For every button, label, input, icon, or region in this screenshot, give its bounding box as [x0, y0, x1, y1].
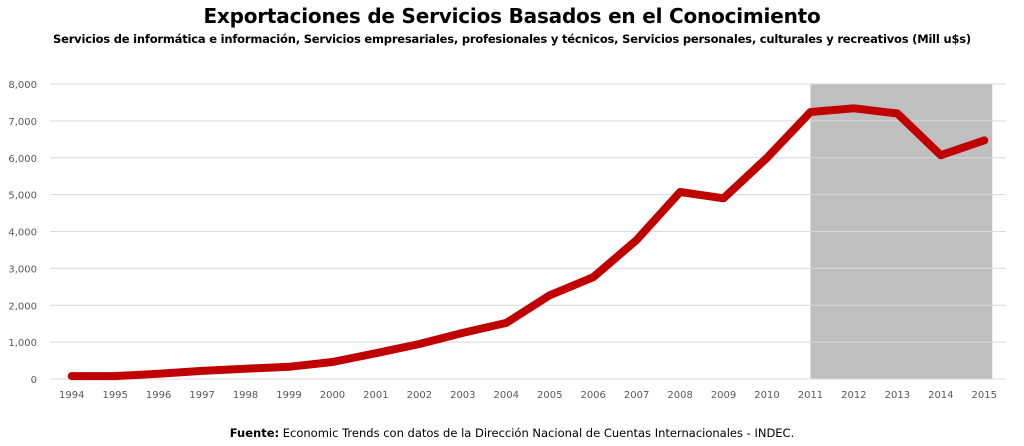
x-tick-label: 1997	[189, 390, 214, 401]
x-tick-label: 2009	[711, 390, 736, 401]
x-tick-label: 2011	[798, 390, 823, 401]
x-tick-label: 2007	[624, 390, 649, 401]
y-tick-label: 7,000	[8, 117, 37, 128]
x-tick-label: 1999	[276, 390, 301, 401]
x-tick-label: 2002	[407, 390, 432, 401]
x-tick-label: 2012	[841, 390, 866, 401]
x-tick-label: 2000	[320, 390, 345, 401]
chart-title: Exportaciones de Servicios Basados en el…	[203, 4, 821, 28]
source-footer: Fuente: Economic Trends con datos de la …	[0, 426, 1024, 440]
series-lines	[67, 104, 989, 381]
y-tick-label: 5,000	[8, 191, 37, 202]
x-tick-label: 2014	[928, 390, 953, 401]
y-tick-label: 6,000	[8, 154, 37, 165]
x-tick-label: 1996	[146, 390, 171, 401]
y-tick-label: 4,000	[8, 228, 37, 239]
y-axis-ticks: 0 1,000 2,000 3,000 4,000 5,000 6,000 7,000 8,00…	[8, 80, 37, 386]
chart-subtitle: Servicios de informática e información, …	[53, 32, 971, 46]
x-tick-label: 2008	[667, 390, 692, 401]
x-tick-label: 2001	[363, 390, 388, 401]
series-line	[67, 104, 989, 381]
y-tick-label: 0	[31, 375, 37, 386]
y-tick-label: 8,000	[8, 80, 37, 91]
x-tick-label: 2004	[494, 390, 519, 401]
x-tick-label: 2013	[885, 390, 910, 401]
source-label: Fuente:	[229, 426, 280, 440]
line-chart: 0 1,000 2,000 3,000 4,000 5,000 6,000 7,000 8,00…	[8, 80, 1006, 401]
x-tick-label: 1995	[102, 390, 127, 401]
x-tick-label: 2015	[972, 390, 997, 401]
x-tick-label: 2005	[537, 390, 562, 401]
y-tick-label: 1,000	[8, 338, 37, 349]
source-text: Economic Trends con datos de la Direcció…	[279, 426, 795, 440]
y-tick-label: 3,000	[8, 264, 37, 275]
x-tick-label: 1994	[59, 390, 84, 401]
x-tick-label: 2010	[754, 390, 779, 401]
x-tick-label: 1998	[233, 390, 258, 401]
y-tick-label: 2,000	[8, 301, 37, 312]
x-tick-label: 2006	[580, 390, 605, 401]
x-axis-ticks: 1994 1995 1996 1997 1998 1999 2000 2001 2002 2003…	[59, 390, 997, 401]
x-tick-label: 2003	[450, 390, 475, 401]
